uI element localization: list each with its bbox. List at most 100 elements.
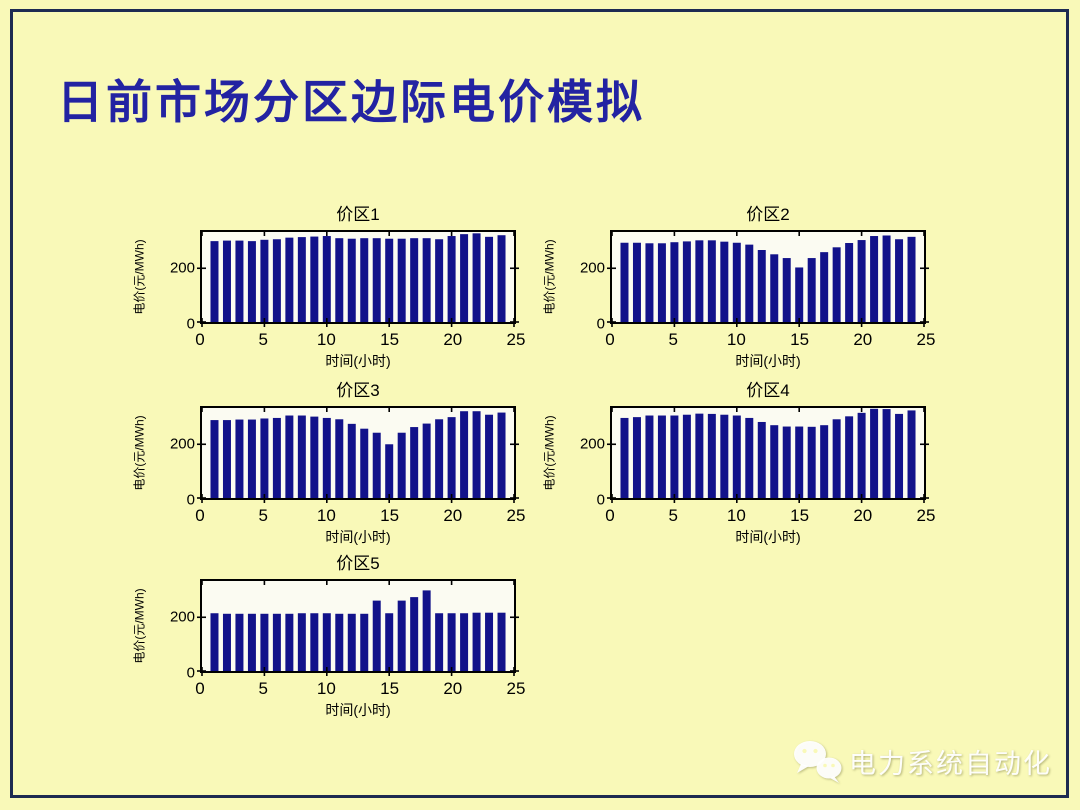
bar bbox=[385, 238, 394, 322]
x-axis-label: 时间(小时) bbox=[735, 529, 801, 545]
x-tick-label: 5 bbox=[668, 330, 678, 349]
bar bbox=[707, 413, 716, 498]
x-tick-label: 20 bbox=[443, 506, 463, 525]
bar bbox=[272, 239, 281, 322]
bar-plot bbox=[607, 232, 929, 327]
x-tick-label: 25 bbox=[916, 506, 936, 525]
bar bbox=[720, 241, 729, 322]
bar bbox=[247, 613, 256, 671]
bar bbox=[460, 613, 469, 671]
x-tick-label: 25 bbox=[506, 506, 526, 525]
y-axis-label: 电价(元/MWh) bbox=[132, 588, 147, 664]
x-tick-label: 0 bbox=[605, 330, 615, 349]
bar bbox=[497, 612, 506, 671]
bar bbox=[845, 243, 854, 322]
bar bbox=[397, 432, 406, 498]
bar bbox=[485, 612, 494, 671]
bar bbox=[670, 415, 679, 498]
bar bbox=[422, 590, 431, 671]
bar bbox=[645, 243, 654, 322]
bar bbox=[372, 238, 381, 322]
x-tick-label: 0 bbox=[195, 506, 205, 525]
bar bbox=[272, 613, 281, 671]
y-tick-label: 0 bbox=[186, 491, 195, 509]
bar bbox=[322, 417, 331, 498]
bar bbox=[757, 421, 766, 498]
chart-zone-1: 价区1 电价(元/MWh) 0 200 0 5 10 15 20 25 时间(小时) bbox=[115, 198, 535, 374]
bar bbox=[485, 236, 494, 322]
bar-plot bbox=[197, 232, 519, 327]
bar bbox=[670, 242, 679, 322]
y-tick-label: 0 bbox=[186, 315, 195, 333]
x-tick-label: 0 bbox=[605, 506, 615, 525]
bar-plot bbox=[607, 408, 929, 503]
bar bbox=[682, 241, 691, 322]
x-tick-label: 5 bbox=[668, 506, 678, 525]
bar bbox=[260, 418, 269, 498]
x-tick-label: 15 bbox=[790, 506, 810, 525]
watermark: 电力系统自动化 bbox=[791, 738, 1052, 784]
bar bbox=[870, 236, 879, 322]
bar bbox=[210, 420, 219, 498]
x-axis-tick-labels: 0 5 10 15 20 25 bbox=[605, 506, 935, 526]
bar bbox=[347, 238, 356, 322]
x-tick-label: 20 bbox=[443, 330, 463, 349]
plot-area bbox=[197, 230, 519, 327]
x-axis-tick-labels: 0 5 10 15 20 25 bbox=[195, 506, 525, 526]
bar bbox=[832, 247, 841, 322]
bar bbox=[435, 613, 444, 671]
y-tick-label: 0 bbox=[596, 491, 605, 509]
bar bbox=[770, 425, 779, 498]
bar bbox=[222, 240, 231, 322]
bar bbox=[247, 241, 256, 322]
x-tick-label: 25 bbox=[506, 679, 526, 698]
bar bbox=[620, 417, 629, 498]
bar bbox=[895, 413, 904, 498]
x-axis-label: 时间(小时) bbox=[735, 353, 801, 369]
bar bbox=[385, 613, 394, 671]
bar bbox=[632, 242, 641, 322]
plot-area bbox=[607, 230, 929, 327]
bar bbox=[222, 613, 231, 671]
x-tick-label: 25 bbox=[506, 330, 526, 349]
bar bbox=[210, 241, 219, 322]
bar bbox=[397, 238, 406, 322]
bar bbox=[360, 613, 369, 671]
bar bbox=[732, 415, 741, 498]
bar bbox=[285, 415, 294, 498]
bar bbox=[360, 238, 369, 322]
bar bbox=[632, 417, 641, 498]
x-tick-label: 20 bbox=[853, 506, 873, 525]
x-tick-label: 0 bbox=[195, 330, 205, 349]
bar-plot bbox=[197, 581, 519, 676]
bar bbox=[895, 239, 904, 322]
bar bbox=[907, 236, 916, 322]
bar bbox=[645, 415, 654, 498]
bar bbox=[845, 416, 854, 498]
bar bbox=[435, 419, 444, 498]
bar bbox=[435, 239, 444, 322]
bar bbox=[732, 242, 741, 322]
chart-title: 价区5 bbox=[336, 554, 380, 573]
y-tick-label: 200 bbox=[579, 259, 605, 277]
bar bbox=[297, 237, 306, 322]
bar bbox=[347, 613, 356, 671]
bar bbox=[410, 238, 419, 322]
bar bbox=[832, 419, 841, 498]
y-axis-tick-labels: 0 200 bbox=[153, 406, 195, 508]
x-axis-label: 时间(小时) bbox=[325, 702, 391, 718]
x-tick-label: 0 bbox=[195, 679, 205, 698]
bar bbox=[310, 416, 319, 498]
y-axis-label: 电价(元/MWh) bbox=[542, 239, 557, 315]
x-tick-label: 20 bbox=[853, 330, 873, 349]
plot-area bbox=[607, 406, 929, 503]
bar bbox=[707, 240, 716, 322]
bar bbox=[210, 613, 219, 671]
bar bbox=[782, 258, 791, 322]
chart-title: 价区4 bbox=[746, 381, 790, 400]
chart-title: 价区2 bbox=[746, 205, 790, 224]
bar bbox=[857, 412, 866, 498]
watermark-text: 电力系统自动化 bbox=[849, 748, 1052, 779]
bar bbox=[422, 423, 431, 498]
bar bbox=[795, 267, 804, 322]
